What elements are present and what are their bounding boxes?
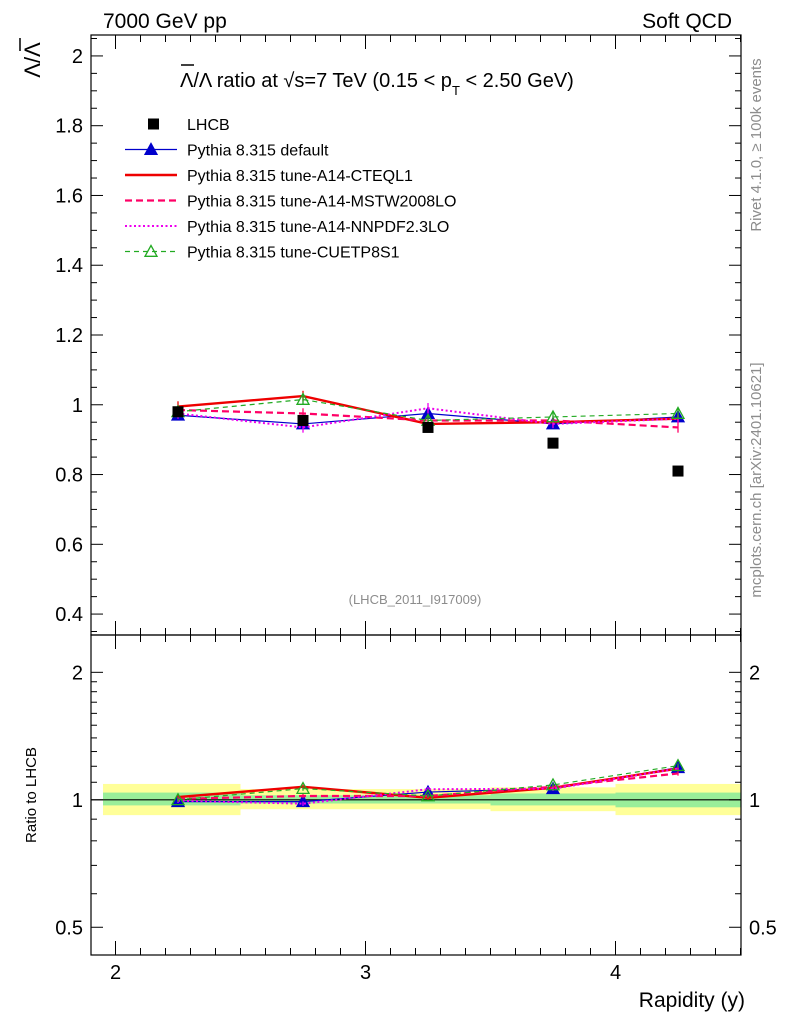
ytick-label-lower-left: 1 (72, 790, 83, 812)
ytick-label-lower-right: 1 (749, 790, 760, 812)
upper-plot: 0.4 0.6 0.8 1 1.2 1.4 1.6 1.8 2 (55, 34, 742, 636)
y-label-upper-group: Λ/Λ (19, 38, 45, 78)
legend-label-4: Pythia 8.315 tune-CUETP8S1 (187, 245, 400, 262)
mcplots-label: mcplots.cern.ch [arXiv:2401.10621] (748, 362, 765, 597)
x-axis-label: Rapidity (y) (639, 989, 745, 1012)
ratio-point-4 (170, 792, 186, 806)
chart-title-sub: T (452, 83, 460, 98)
legend: LHCB Pythia 8.315 default Pythia 8.315 tun… (125, 117, 456, 262)
series-point-4 (670, 406, 686, 419)
legend-marker-4 (143, 244, 159, 257)
chart-title-lead: Λ/Λ ratio at √s=7 TeV (0.15 < p (180, 70, 452, 92)
ytick-label-lower-right: 2 (749, 662, 760, 684)
analysis-watermark: (LHCB_2011_I917009) (349, 592, 482, 607)
ytick-label-upper: 2 (72, 46, 83, 68)
ratio-point-4 (545, 777, 561, 791)
xtick-label: 2 (110, 962, 121, 984)
xtick-label: 4 (610, 962, 621, 984)
legend-label-1: Pythia 8.315 tune-A14-CTEQL1 (187, 168, 413, 185)
rivet-label: Rivet 4.1.0, ≥ 100k events (748, 58, 765, 231)
legend-label-3: Pythia 8.315 tune-A14-NNPDF2.3LO (187, 219, 449, 236)
ytick-label-upper: 1.4 (55, 255, 83, 277)
ytick-label-upper: 1.8 (55, 116, 83, 138)
chart-title-tail: < 2.50 GeV) (460, 70, 574, 92)
legend-label-2: Pythia 8.315 tune-A14-MSTW2008LO (187, 194, 456, 211)
ratio-point-4 (670, 758, 686, 772)
data-point (422, 421, 434, 433)
ytick-label-lower-left: 0.5 (55, 917, 83, 939)
xtick-label: 3 (360, 962, 371, 984)
mcplots-label-group: mcplots.cern.ch [arXiv:2401.10621] (748, 362, 765, 597)
ytick-label-upper: 1.2 (55, 325, 83, 347)
ratio-line-2 (177, 772, 679, 800)
rivet-label-group: Rivet 4.1.0, ≥ 100k events (748, 58, 765, 231)
ytick-label-upper: 0.6 (55, 534, 83, 556)
y-label-lower-group: Ratio to LHCB (23, 747, 40, 843)
y-axis-label-upper: Λ/Λ (20, 42, 45, 78)
data-point (547, 437, 559, 449)
legend-label-data: LHCB (187, 117, 230, 134)
y-axis-label-lower: Ratio to LHCB (23, 747, 40, 843)
ytick-label-upper: 1.6 (55, 185, 83, 207)
legend-label-0: Pythia 8.315 default (187, 143, 329, 160)
lower-plot: 0.5 0.5 1 1 2 2 2 3 4 (55, 634, 777, 984)
ytick-label-lower-left: 2 (72, 662, 83, 684)
data-point (297, 414, 309, 426)
data-point (172, 406, 184, 418)
header-right: Soft QCD (642, 10, 732, 33)
header-left: 7000 GeV pp (103, 10, 227, 33)
ytick-label-upper: 1 (72, 395, 83, 417)
series-line-2 (177, 408, 679, 429)
data-point (672, 465, 684, 477)
series-point-4 (295, 392, 311, 405)
ratio-point-4 (420, 788, 436, 802)
ratio-point-4 (295, 781, 311, 795)
legend-marker-data (148, 118, 159, 130)
ytick-label-upper: 0.4 (55, 604, 83, 626)
series-point-4 (545, 409, 561, 423)
legend-marker-0 (143, 142, 159, 155)
ytick-label-lower-right: 0.5 (749, 917, 777, 939)
ratio-line-4 (177, 765, 679, 801)
ytick-label-upper: 0.8 (55, 465, 83, 487)
chart-title: Λ/Λ ratio at √s=7 TeV (0.15 < pT < 2.50 … (180, 70, 574, 98)
